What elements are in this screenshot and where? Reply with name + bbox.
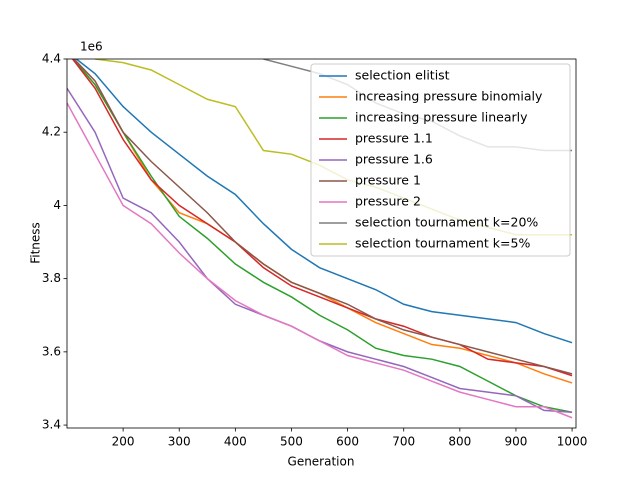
y-tick-label: 3.4	[42, 418, 61, 432]
axes-frame	[66, 58, 577, 429]
series-line	[72, 59, 573, 413]
legend-label: pressure 1.6	[355, 152, 433, 167]
y-tick-label: 3.8	[42, 271, 61, 285]
series-line	[72, 59, 573, 375]
legend-label: increasing pressure binomialy	[355, 89, 543, 104]
legend-label: pressure 2	[355, 194, 421, 209]
legend-label: selection elitist	[355, 68, 450, 83]
legend-label: selection tournament k=20%	[355, 215, 538, 230]
x-tick-label: 500	[280, 435, 303, 449]
y-tick-label: 4	[53, 198, 61, 212]
x-tick-label: 1000	[557, 435, 588, 449]
legend-label: increasing pressure linearly	[355, 110, 528, 125]
series-line	[71, 59, 573, 377]
y-tick-label: 3.6	[42, 344, 61, 358]
legend-label: pressure 1	[355, 173, 421, 188]
x-axis-label: Generation	[288, 455, 355, 469]
series-line	[75, 59, 573, 344]
offset-label: 1e6	[80, 40, 103, 54]
x-tick-label: 600	[336, 435, 359, 449]
x-tick-label: 800	[448, 435, 471, 449]
legend-label: pressure 1.1	[355, 131, 433, 146]
x-tick-label: 200	[112, 435, 135, 449]
legend-box	[310, 63, 571, 257]
series-line	[67, 102, 573, 419]
x-tick-label: 300	[168, 435, 191, 449]
x-tick-label: 900	[504, 435, 527, 449]
y-tick-label: 4.4	[42, 52, 61, 66]
x-tick-label: 400	[224, 435, 247, 449]
x-tick-label: 700	[392, 435, 415, 449]
y-axis-label: Fitness	[29, 222, 43, 264]
legend-label: selection tournament k=5%	[355, 236, 530, 251]
ticks: 200 300 400 500 600 700 800 900 1000 3.4 3.6 3.8 4 4.…	[42, 52, 587, 449]
y-tick-label: 4.2	[42, 125, 61, 139]
legend: selection elitist increasing pressure bin…	[310, 63, 571, 257]
